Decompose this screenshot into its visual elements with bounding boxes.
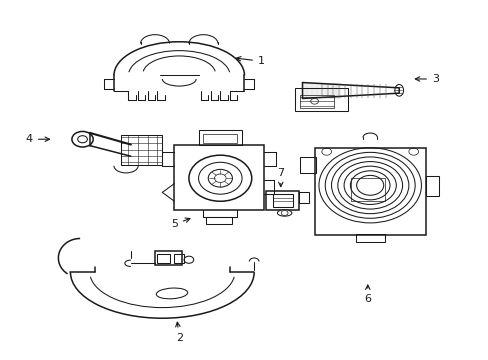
- Text: 3: 3: [414, 74, 438, 84]
- Bar: [205, 216, 232, 224]
- Bar: [314, 148, 425, 235]
- Ellipse shape: [277, 210, 291, 216]
- Circle shape: [72, 131, 93, 147]
- Text: 1: 1: [236, 56, 264, 66]
- Bar: [198, 130, 242, 145]
- Text: 2: 2: [175, 322, 183, 343]
- Bar: [299, 192, 308, 203]
- Text: 4: 4: [26, 134, 49, 144]
- Bar: [300, 95, 333, 108]
- Bar: [300, 157, 315, 173]
- Text: 5: 5: [170, 218, 189, 229]
- Bar: [174, 145, 264, 210]
- Bar: [350, 178, 384, 201]
- Bar: [121, 135, 162, 165]
- Bar: [295, 88, 348, 111]
- Text: 6: 6: [364, 285, 370, 304]
- Ellipse shape: [394, 85, 403, 96]
- Bar: [155, 251, 181, 265]
- Text: 7: 7: [277, 168, 284, 186]
- Bar: [355, 234, 384, 242]
- Bar: [272, 194, 292, 207]
- Bar: [425, 176, 438, 196]
- Bar: [203, 134, 237, 143]
- Bar: [265, 191, 299, 210]
- Bar: [157, 255, 169, 263]
- Bar: [174, 255, 183, 263]
